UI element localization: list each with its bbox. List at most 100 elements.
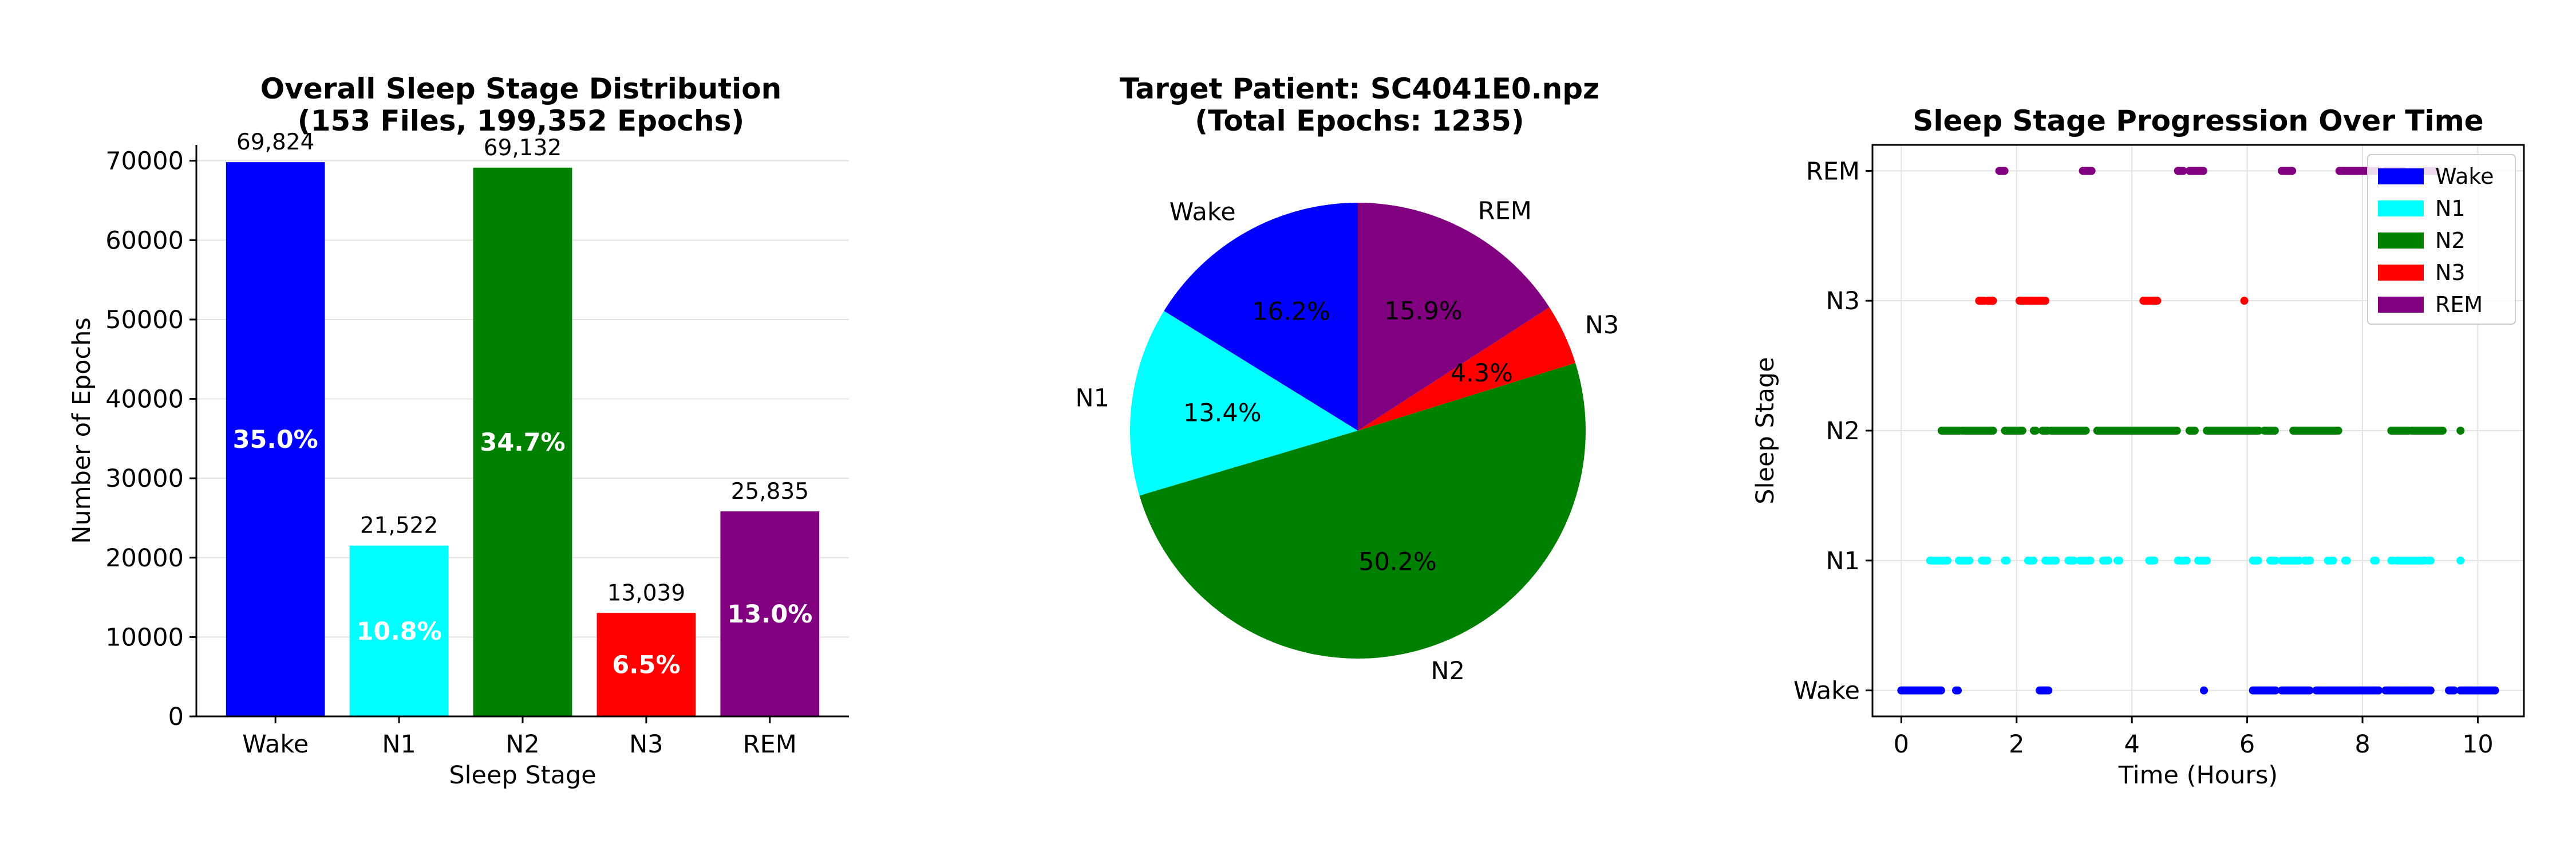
scatter-chart-xlabel: Time (Hours) bbox=[2118, 761, 2278, 790]
scatter-point bbox=[2086, 556, 2095, 565]
bar-value-label: 25,835 bbox=[731, 479, 809, 505]
scatter-point bbox=[1989, 297, 1997, 305]
scatter-series-n1 bbox=[1926, 556, 2465, 565]
bar-ytick-label: 40000 bbox=[105, 385, 184, 414]
legend-label-rem: REM bbox=[2435, 292, 2483, 317]
pie-label-n2: N2 bbox=[1431, 657, 1465, 685]
scatter-point bbox=[2200, 686, 2208, 695]
scatter-point bbox=[2306, 556, 2314, 565]
legend-label-n2: N2 bbox=[2435, 228, 2466, 253]
scatter-point bbox=[2240, 297, 2249, 305]
scatter-legend: Wake N1 N2 N3 REM bbox=[2367, 154, 2516, 325]
scatter-point bbox=[2439, 427, 2447, 435]
legend-swatch-n3 bbox=[2378, 265, 2424, 281]
scatter-point bbox=[2305, 686, 2314, 695]
bar-chart-xlabel: Sleep Stage bbox=[449, 761, 596, 790]
pie-slice-n2 bbox=[1139, 362, 1586, 659]
scatter-point bbox=[1937, 686, 1945, 695]
legend-label-wake: Wake bbox=[2435, 164, 2494, 189]
scatter-point bbox=[2334, 427, 2342, 435]
bar-percent-label: 34.7% bbox=[480, 428, 565, 457]
bar-ytick-label: 20000 bbox=[105, 544, 184, 573]
scatter-ytick-label: N2 bbox=[1826, 417, 1860, 446]
pie-percent-label: 50.2% bbox=[1358, 547, 1437, 576]
bar-chart-panel: Overall Sleep Stage Distribution (153 Fi… bbox=[68, 72, 849, 790]
scatter-chart-ylabel: Sleep Stage bbox=[1751, 357, 1780, 504]
scatter-xtick-label: 6 bbox=[2239, 730, 2255, 759]
bar-xtick-label: N2 bbox=[505, 730, 540, 759]
pie-percent-label: 13.4% bbox=[1183, 399, 1262, 428]
scatter-point bbox=[2270, 427, 2279, 435]
scatter-point bbox=[2115, 556, 2124, 565]
scatter-ytick-label: Wake bbox=[1793, 677, 1860, 706]
scatter-point bbox=[2087, 167, 2096, 175]
bar-percent-label: 13.0% bbox=[727, 600, 812, 629]
scatter-point bbox=[2342, 556, 2351, 565]
bar-ytick-label: 60000 bbox=[105, 226, 184, 255]
pie-slice-n3 bbox=[1358, 307, 1576, 431]
scatter-xtick-label: 8 bbox=[2354, 730, 2370, 759]
scatter-point bbox=[2372, 556, 2380, 565]
scatter-point bbox=[2426, 556, 2435, 565]
legend-label-n1: N1 bbox=[2435, 196, 2466, 221]
legend-label-n3: N3 bbox=[2435, 260, 2466, 285]
scatter-chart-title: Sleep Stage Progression Over Time bbox=[1913, 104, 2483, 137]
bar-chart-ylabel: Number of Epochs bbox=[68, 317, 96, 544]
pie-chart-title-line1: Target Patient: SC4041E0.npz bbox=[1120, 72, 1599, 105]
legend-swatch-rem bbox=[2378, 297, 2424, 313]
pie-slice-n1 bbox=[1129, 310, 1358, 496]
scatter-series-wake bbox=[1897, 686, 2499, 695]
pie-percent-label: 16.2% bbox=[1252, 297, 1330, 326]
scatter-point bbox=[1965, 556, 1974, 565]
scatter-point bbox=[2018, 427, 2026, 435]
bar-xtick-label: N3 bbox=[629, 730, 663, 759]
scatter-point bbox=[2029, 556, 2037, 565]
pie-chart-panel: Target Patient: SC4041E0.npz (Total Epoc… bbox=[1075, 72, 1619, 685]
scatter-point bbox=[2172, 427, 2181, 435]
scatter-point bbox=[2288, 167, 2297, 175]
scatter-point bbox=[2153, 297, 2162, 305]
scatter-point bbox=[1983, 556, 1992, 565]
bar-xtick-label: REM bbox=[743, 730, 797, 759]
legend-swatch-n1 bbox=[2378, 200, 2424, 216]
bar-value-label: 13,039 bbox=[607, 580, 685, 606]
scatter-point bbox=[2329, 556, 2337, 565]
scatter-ytick-label: N1 bbox=[1826, 547, 1860, 576]
scatter-ytick-label: REM bbox=[1806, 157, 1860, 186]
bar-value-label: 69,824 bbox=[236, 129, 314, 155]
scatter-point bbox=[2104, 556, 2112, 565]
scatter-point bbox=[2081, 427, 2090, 435]
scatter-series-n2 bbox=[1937, 427, 2465, 435]
scatter-point bbox=[2179, 167, 2187, 175]
scatter-point bbox=[2052, 556, 2060, 565]
scatter-point bbox=[2491, 686, 2499, 695]
bar-n3 bbox=[596, 613, 696, 716]
pie-label-wake: Wake bbox=[1170, 198, 1236, 227]
pie-label-n3: N3 bbox=[1585, 311, 1619, 340]
bar-n2 bbox=[473, 167, 572, 716]
pie-percent-label: 15.9% bbox=[1384, 297, 1463, 325]
pie-chart-title-line2: (Total Epochs: 1235) bbox=[1195, 104, 1524, 137]
scatter-point bbox=[2271, 686, 2279, 695]
scatter-point bbox=[2150, 556, 2159, 565]
scatter-point bbox=[2426, 686, 2435, 695]
scatter-point bbox=[2069, 556, 2078, 565]
scatter-legend-frame bbox=[2367, 154, 2516, 325]
scatter-chart-panel: Sleep Stage Progression Over Time Wake N1… bbox=[1751, 104, 2525, 790]
legend-swatch-wake bbox=[2378, 168, 2424, 184]
scatter-point bbox=[2295, 556, 2304, 565]
scatter-xtick-label: 0 bbox=[1894, 730, 1909, 759]
scatter-xtick-label: 10 bbox=[2462, 730, 2494, 759]
scatter-point bbox=[2254, 427, 2263, 435]
scatter-point bbox=[2044, 686, 2053, 695]
bar-percent-label: 35.0% bbox=[233, 425, 318, 454]
bar-ytick-label: 10000 bbox=[105, 623, 184, 652]
scatter-xtick-label: 4 bbox=[2124, 730, 2140, 759]
scatter-series-n3 bbox=[1975, 297, 2249, 305]
scatter-point bbox=[2041, 297, 2050, 305]
scatter-point bbox=[2374, 686, 2383, 695]
scatter-point bbox=[2254, 556, 2262, 565]
scatter-point bbox=[1989, 427, 1997, 435]
scatter-xtick-label: 2 bbox=[2009, 730, 2024, 759]
